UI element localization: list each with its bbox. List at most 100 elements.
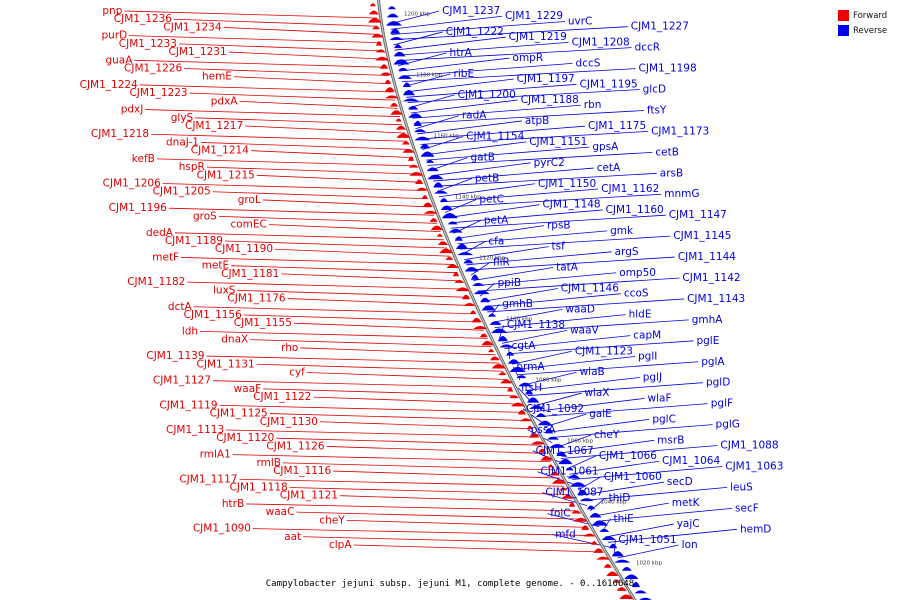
gene-label-gros: groS [193, 210, 217, 222]
leader-line [326, 446, 547, 454]
reverse-gene-glyph [525, 390, 534, 395]
gene-label-cjm1-1155: CJM1_1155 [234, 317, 292, 329]
gene-label-cjm1-1160: CJM1_1160 [606, 204, 664, 216]
gene-label-cjm1-1218: CJM1_1218 [91, 128, 149, 140]
leader-line [501, 329, 568, 344]
tick-label: 1160 kbp [434, 133, 460, 139]
reverse-gene-glyph [448, 228, 463, 233]
gene-label-cjm1-1113: CJM1_1113 [166, 424, 224, 436]
tick-label: 1120 kbp [479, 255, 505, 261]
leader-line [212, 191, 428, 200]
leader-line [283, 462, 556, 471]
gene-label-cjm1-1234: CJM1_1234 [163, 21, 221, 33]
reverse-gene-glyph [556, 451, 567, 456]
reverse-gene-glyph [393, 51, 406, 57]
reverse-gene-glyph [567, 474, 580, 479]
gene-label-cjm1-1200: CJM1_1200 [458, 89, 516, 101]
reverse-gene-glyph [455, 243, 468, 249]
gene-label-arsb: arsB [660, 167, 683, 179]
forward-gene-labels: pnpCJM1_1236CJM1_1234purDCJM1_1233CJM1_1… [80, 5, 353, 551]
gene-label-cjm1-1122: CJM1_1122 [253, 391, 311, 403]
leader-line [319, 421, 533, 430]
leader-line [296, 511, 583, 520]
gene-label-cjm1-1143: CJM1_1143 [687, 293, 745, 305]
leader-line [353, 544, 602, 553]
reverse-gene-glyph [544, 428, 553, 434]
gene-label-pgli: pglI [638, 351, 657, 363]
forward-gene-glyph [436, 233, 443, 237]
reverse-gene-glyph [463, 259, 474, 264]
gene-label-rada: radA [462, 110, 487, 122]
reverse-gene-glyph [397, 75, 412, 79]
leader-line [581, 481, 664, 496]
leader-line [195, 117, 403, 126]
leader-line [226, 429, 538, 438]
forward-gene-glyph [498, 372, 507, 376]
gene-label-cjm1-1063: CJM1_1063 [725, 460, 783, 472]
gene-label-cjm1-1206: CJM1_1206 [103, 178, 161, 190]
leader-line [496, 319, 689, 334]
leader-line [223, 27, 380, 35]
gene-label-grol: groL [238, 194, 261, 206]
gene-label-cgta: cgtA [512, 340, 537, 352]
gene-label-hspr: hspR [179, 161, 205, 173]
forward-gene-glyph [470, 310, 477, 315]
gene-label-cjm1-1144: CJM1_1144 [678, 251, 736, 263]
gene-label-ribe: ribE [454, 68, 475, 80]
reverse-gene-glyph [393, 44, 402, 49]
reverse-gene-glyph [535, 413, 546, 418]
reverse-gene-glyph [614, 559, 631, 563]
reverse-gene-glyph [589, 512, 602, 518]
forward-gene-glyph [369, 3, 376, 7]
leader-line [233, 76, 391, 85]
leader-line [482, 288, 558, 302]
gene-label-cjm1-1198: CJM1_1198 [639, 63, 697, 75]
reverse-gene-glyph [579, 498, 594, 502]
leader-line [232, 454, 551, 463]
reverse-gene-glyph [408, 113, 423, 118]
reverse-gene-glyph [599, 528, 610, 532]
forward-gene-glyph [488, 349, 495, 353]
gene-label-aat: aat [284, 531, 301, 543]
leader-line [584, 487, 728, 501]
gene-label-peta: petA [484, 214, 509, 226]
forward-gene-glyph [379, 72, 392, 76]
gene-label-cjm1-1223: CJM1_1223 [129, 87, 187, 99]
gene-label-rho: rho [281, 342, 298, 354]
forward-gene-glyph [395, 118, 402, 122]
leader-line [395, 42, 569, 56]
gene-label-mnmg: mnmG [664, 188, 699, 200]
reverse-gene-glyph [577, 489, 588, 495]
reverse-gene-glyph [609, 543, 618, 549]
leader-line [420, 131, 649, 145]
reverse-gene-glyph [439, 198, 448, 202]
gene-label-cjm1-1214: CJM1_1214 [191, 145, 249, 157]
forward-gene-glyph [571, 510, 582, 514]
leader-line [399, 57, 510, 72]
forward-gene-glyph [462, 294, 471, 300]
gene-label-guaa: guaA [105, 54, 133, 66]
leader-line [181, 257, 455, 265]
gene-label-pgld: pglD [706, 377, 730, 389]
leader-line [525, 377, 640, 391]
leader-line [538, 403, 708, 418]
leader-line [339, 495, 574, 504]
reverse-gene-glyph [426, 167, 439, 172]
leader-line [289, 487, 569, 495]
gene-label-cjm1-1176: CJM1_1176 [227, 293, 285, 305]
leader-line [431, 162, 531, 177]
leader-line [596, 507, 733, 522]
reverse-gene-glyph [441, 212, 458, 219]
leader-line [466, 251, 612, 266]
forward-gene-glyph [619, 594, 634, 600]
reverse-gene-glyph [447, 221, 458, 225]
reverse-gene-glyph [549, 444, 566, 448]
forward-gene-glyph [489, 356, 500, 361]
leader-line [468, 256, 675, 271]
forward-gene-glyph [479, 333, 488, 338]
forward-gene-glyph [509, 395, 520, 399]
leader-line [156, 158, 416, 167]
reverse-gene-glyph [454, 236, 463, 241]
gene-label-pdxj: pdxJ [121, 104, 144, 116]
forward-gene-glyph [526, 425, 533, 430]
